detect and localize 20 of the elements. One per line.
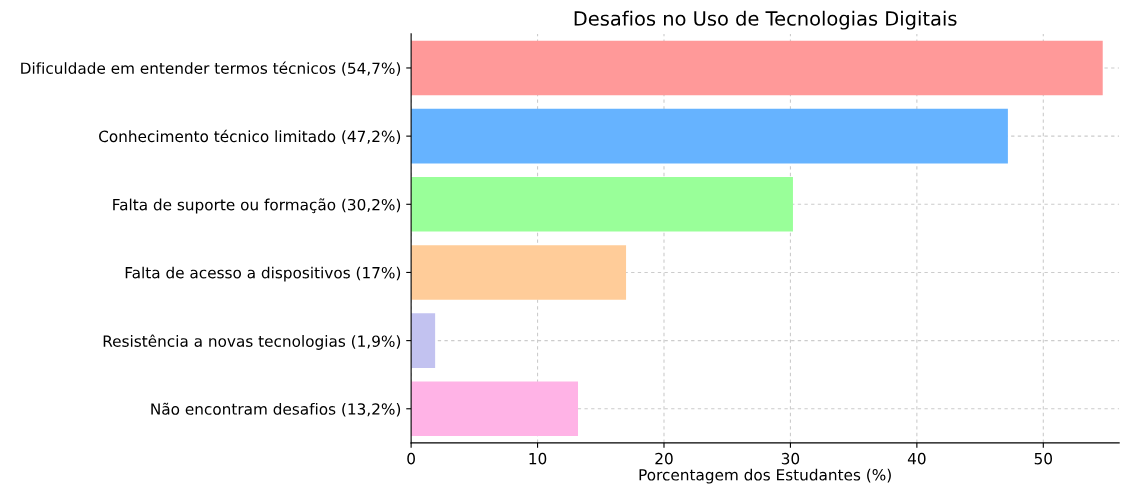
bar [411,177,793,232]
y-tick-label: Dificuldade em entender termos técnicos (54,7%) [21,61,401,76]
x-tick-label: 10 [529,452,547,465]
y-tick-label: Conhecimento técnico limitado (47,2%) [99,129,401,144]
x-tick-label: 40 [907,452,926,465]
bar [411,381,579,437]
x-axis-title: Porcentagem dos Estudantes (%) [639,468,891,484]
chart-title: Desafios no Uso de Tecnologias Digitais [574,10,957,30]
y-tick-label: Não encontram desafios (13,2%) [151,402,401,417]
bar [411,108,1008,164]
x-tick-label: 50 [1034,452,1052,465]
x-tick-label: 0 [407,452,415,465]
x-tick-label: 20 [655,452,673,465]
bar [411,313,436,368]
bar [411,40,1103,96]
y-tick-label: Falta de acesso a dispositivos (17%) [125,266,401,282]
y-tick-label: Falta de suporte ou formação (30,2%) [113,198,401,214]
y-tick-label: Resistência a novas tecnologias (1,9%) [103,334,401,350]
bar [411,245,627,300]
x-tick-label: 30 [781,452,800,465]
